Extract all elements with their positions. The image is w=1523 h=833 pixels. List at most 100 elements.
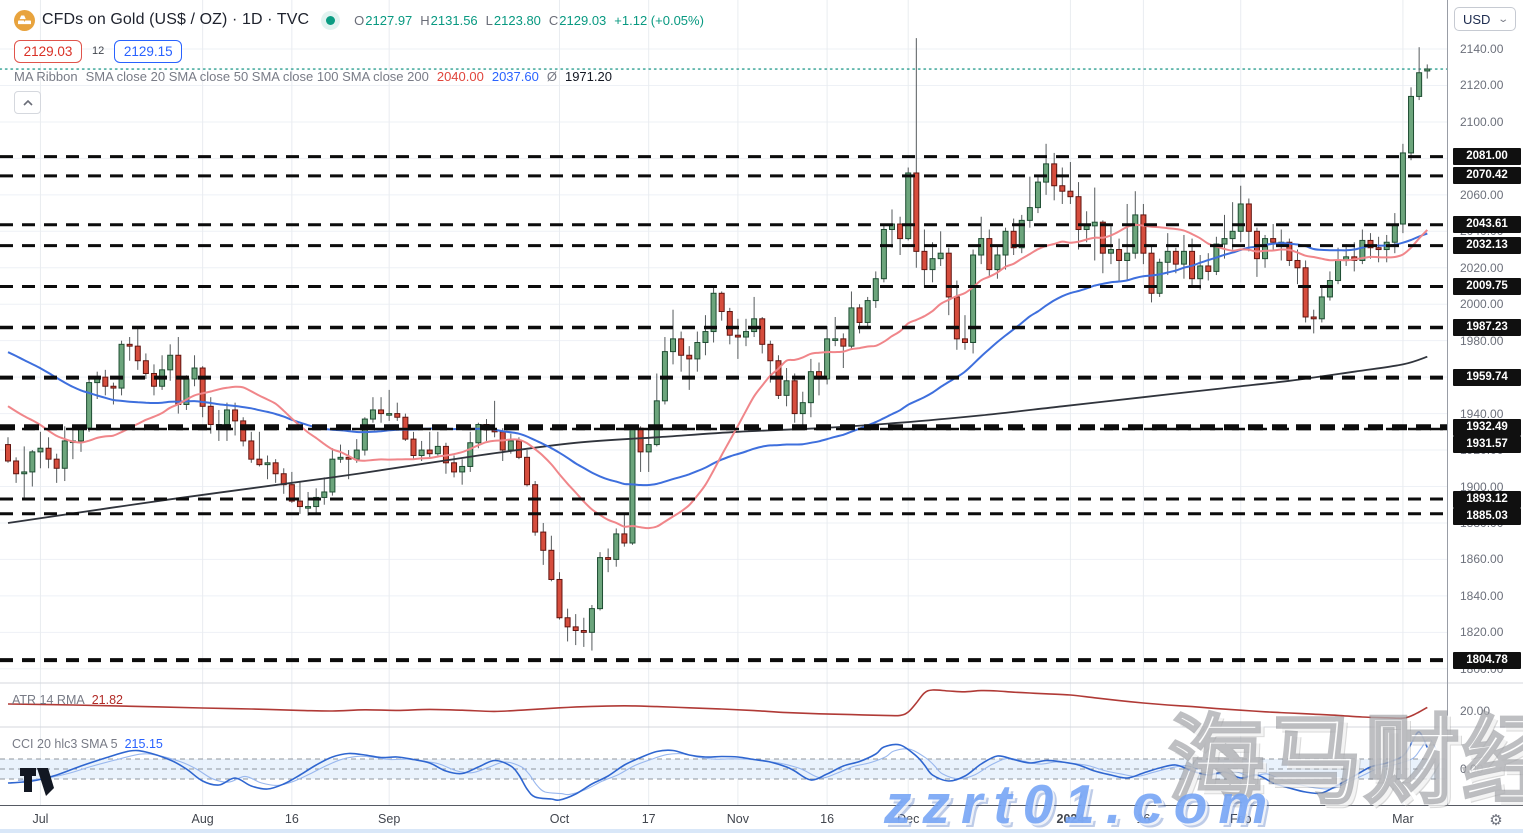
candle-body <box>1245 203 1252 232</box>
gear-icon[interactable]: ⚙ <box>1486 810 1506 830</box>
candle-body <box>150 372 157 387</box>
candle-body <box>1294 259 1301 269</box>
candle-body <box>556 578 563 619</box>
atr-legend[interactable]: ATR 14 RMA 21.82 <box>12 693 123 707</box>
candle-body <box>905 172 912 240</box>
candle-body <box>848 307 855 347</box>
candle-body <box>961 338 968 344</box>
legend-collapse-button[interactable] <box>14 91 41 114</box>
candle-body <box>1237 203 1244 232</box>
candle-body <box>945 252 952 298</box>
candle-body <box>1026 207 1033 221</box>
candle-body <box>507 440 514 451</box>
sr-price-label: 1931.57 <box>1453 436 1521 454</box>
candle-body <box>475 424 482 444</box>
candle-body <box>670 338 677 353</box>
currency-dropdown[interactable]: USD ⌄ <box>1454 7 1516 31</box>
candle-body <box>921 250 928 271</box>
candle-body <box>743 331 750 338</box>
ohlc-values: O2127.97 H2131.56 L2123.80 C2129.03 +1.1… <box>354 12 704 28</box>
candle-body <box>321 491 328 498</box>
candle-body <box>1107 249 1114 254</box>
candle-body <box>1083 225 1090 230</box>
time-axis[interactable]: Jul Aug 16 Sep Oct 17 Nov 16 Dec 2024 16 Feb Mar <box>0 805 1523 830</box>
price-axis-label: 1940.00 <box>1460 406 1504 421</box>
bottom-strip <box>0 829 1523 833</box>
candle-body <box>1091 221 1098 227</box>
candle-body <box>694 342 701 360</box>
candle-body <box>1180 250 1187 265</box>
candle-body <box>1318 296 1325 320</box>
candle-body <box>1164 250 1171 263</box>
time-axis-label: 2024 <box>1056 812 1085 826</box>
change-value: +1.12 (+0.05%) <box>614 12 704 28</box>
price-axis-label: 2100.00 <box>1460 114 1504 129</box>
price-axis-label: 2020.00 <box>1460 260 1504 275</box>
cci-legend[interactable]: CCI 20 hlc3 SMA 5 215.15 <box>12 737 163 751</box>
candle-body <box>791 380 798 415</box>
candle-body <box>580 630 587 633</box>
candle-body <box>29 451 36 473</box>
candle-body <box>353 449 360 460</box>
candle-body <box>386 413 393 416</box>
candle-body <box>1367 239 1374 249</box>
high-value: 2131.56 <box>430 12 478 28</box>
candle-body <box>1067 190 1074 198</box>
candle-body <box>1059 185 1066 192</box>
candle-body <box>1302 267 1309 318</box>
buy-button[interactable]: 2129.15 <box>114 39 183 63</box>
candle-body <box>621 533 628 544</box>
market-status-icon[interactable] <box>326 15 336 25</box>
candle-body <box>102 376 109 387</box>
candle-body <box>305 506 312 509</box>
ma-ribbon-legend[interactable]: MA Ribbon SMA close 20 SMA close 50 SMA … <box>14 69 704 84</box>
candle-body <box>53 458 60 469</box>
candle-body <box>256 458 263 466</box>
candle-body <box>175 354 182 405</box>
candle-body <box>1156 261 1163 294</box>
price-axis-label: 2140.00 <box>1460 42 1504 57</box>
candle-body <box>1326 280 1333 298</box>
candle-body <box>1051 163 1058 187</box>
candle-body <box>248 440 255 460</box>
candle-body <box>459 465 466 473</box>
candle-body <box>840 338 847 347</box>
candle-body <box>824 338 831 380</box>
sma100-value: Ø <box>546 69 557 84</box>
candle-body <box>37 447 44 453</box>
candle-body <box>1262 238 1269 260</box>
symbol-row[interactable]: CFDs on Gold (US$ / OZ) · 1D · TVC O2127… <box>14 8 704 32</box>
price-axis-label: 1980.00 <box>1460 333 1504 348</box>
candle-body <box>994 254 1001 271</box>
sr-price-label: 2009.75 <box>1453 277 1521 295</box>
sell-button[interactable]: 2129.03 <box>14 39 82 63</box>
candle-body <box>913 172 920 252</box>
candle-body <box>548 549 555 580</box>
tradingview-logo[interactable] <box>20 768 58 801</box>
candle-body <box>605 557 612 560</box>
sr-price-label: 2043.61 <box>1453 216 1521 234</box>
candle-body <box>1197 265 1204 280</box>
time-axis-label: 17 <box>641 812 656 826</box>
candle-body <box>1205 265 1212 272</box>
candle-body <box>418 449 425 457</box>
sr-price-label: 1987.23 <box>1453 319 1521 336</box>
candle-body <box>232 409 239 422</box>
candle-body <box>134 345 141 362</box>
candle-body <box>451 462 458 473</box>
sr-price-label: 1932.49 <box>1453 418 1521 436</box>
candle-body <box>832 338 839 341</box>
candle-body <box>880 228 887 280</box>
candle-body <box>329 458 336 493</box>
candle-body <box>1010 230 1017 249</box>
sr-price-label: 2032.13 <box>1453 237 1521 255</box>
candle-body <box>1359 239 1366 261</box>
candle-body <box>799 402 806 415</box>
candle-body <box>313 496 320 508</box>
price-axis[interactable]: USD ⌄ 2140.002120.002100.002080.002060.0… <box>1447 0 1523 805</box>
sr-price-label: 1885.03 <box>1453 508 1521 526</box>
candle-body <box>361 418 368 451</box>
low-value: 2123.80 <box>493 12 541 28</box>
time-axis-label: Nov <box>726 812 750 826</box>
